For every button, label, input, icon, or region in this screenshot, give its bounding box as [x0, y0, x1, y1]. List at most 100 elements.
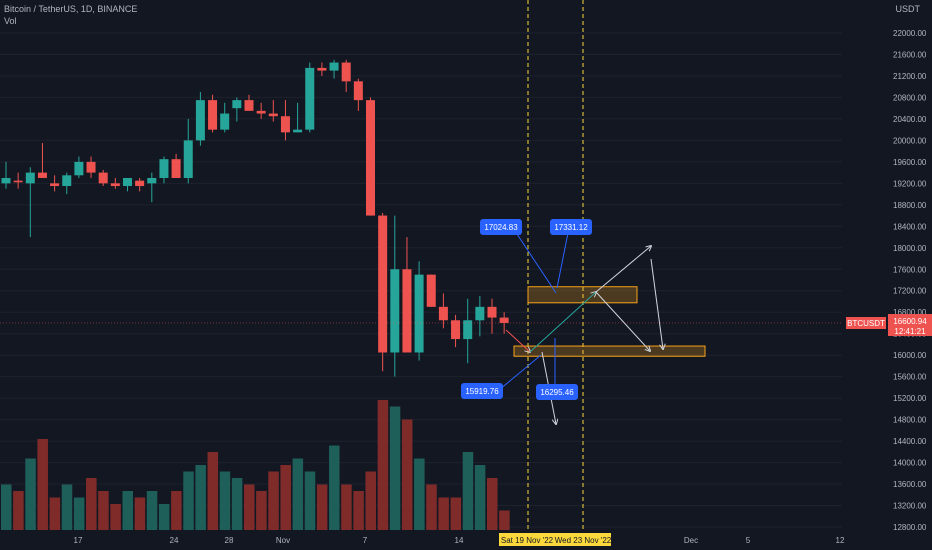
volume-bar — [438, 497, 449, 530]
y-tick-label: 15200.00 — [893, 394, 927, 403]
price-tag-text: 16600.94 — [893, 317, 927, 326]
volume-bar — [341, 484, 352, 530]
volume-bar — [13, 491, 24, 530]
candle-body — [378, 215, 388, 353]
currency-unit: USDT — [895, 4, 921, 14]
x-tick-label: 14 — [455, 536, 464, 545]
y-tick-label: 17200.00 — [893, 287, 927, 296]
candle-body — [402, 269, 412, 353]
x-tick-label: 12 — [836, 536, 845, 545]
x-tick-label: 7 — [363, 536, 368, 545]
candle-body — [98, 172, 108, 184]
candle-body — [317, 67, 327, 71]
candle-body — [25, 172, 35, 184]
volume-bar — [171, 491, 182, 530]
volume-bar — [73, 497, 85, 530]
candle-body — [451, 320, 461, 340]
candle-body — [256, 110, 266, 114]
x-tick-label: 28 — [225, 536, 234, 545]
candle-body — [366, 100, 375, 216]
price-annotation-text: 17024.83 — [484, 223, 518, 232]
candle-body — [220, 113, 230, 130]
price-annotation-text: 16295.46 — [540, 388, 574, 397]
y-tick-label: 13200.00 — [893, 502, 927, 511]
price-annotation-text: 17331.12 — [554, 223, 588, 232]
y-tick-label: 20000.00 — [893, 136, 927, 145]
candle-body — [499, 317, 509, 323]
date-tag — [499, 533, 555, 546]
volume-bar — [487, 478, 498, 530]
x-tick-label: 24 — [170, 536, 179, 545]
y-tick-label: 21600.00 — [893, 50, 927, 59]
volume-label: Vol — [4, 16, 17, 26]
volume-bar — [98, 491, 109, 530]
volume-bar — [49, 497, 61, 530]
y-tick-label: 18400.00 — [893, 222, 927, 231]
volume-bar — [61, 484, 73, 530]
y-tick-label: 20800.00 — [893, 93, 927, 102]
volume-bar — [450, 497, 462, 530]
candle-body — [74, 161, 84, 176]
callout-leader — [498, 354, 542, 391]
volume-bar — [389, 406, 401, 530]
volume-bar — [329, 445, 340, 530]
x-tick-label: Sat 19 Nov '22 — [501, 536, 554, 545]
volume-bar — [292, 458, 304, 530]
candle-body — [426, 274, 436, 307]
x-tick-label: Nov — [276, 536, 290, 545]
candle-body — [341, 62, 351, 82]
price-annotation-box — [480, 219, 522, 235]
y-tick-label: 19200.00 — [893, 179, 927, 188]
chart-title: Bitcoin / TetherUS, 1D, BINANCE — [4, 4, 138, 14]
y-tick-label: 12800.00 — [893, 523, 927, 532]
x-tick-label: 5 — [746, 536, 751, 545]
candle-body — [244, 100, 254, 111]
candle-body — [195, 100, 205, 141]
candle-body — [171, 159, 181, 178]
price-annotation-box — [536, 384, 578, 400]
y-tick-label: 17600.00 — [893, 265, 927, 274]
y-tick-label: 22000.00 — [893, 29, 927, 38]
projection-arrow — [529, 292, 596, 353]
callout-leader — [512, 227, 557, 294]
date-tag — [555, 533, 611, 546]
candle-body — [159, 159, 169, 178]
x-tick-label: 17 — [74, 536, 83, 545]
candle-body — [13, 180, 23, 183]
candle-body — [487, 306, 497, 318]
symbol-tag — [846, 317, 886, 329]
volume-bar — [462, 452, 474, 530]
candle-body — [50, 183, 60, 187]
volume-bar — [146, 491, 158, 530]
candle-body — [86, 161, 96, 173]
candle-body — [268, 113, 278, 117]
volume-bar — [122, 491, 133, 530]
volume-bar — [280, 465, 291, 530]
y-tick-label: 21200.00 — [893, 72, 927, 81]
y-tick-label: 14400.00 — [893, 437, 927, 446]
candle-body — [232, 100, 242, 109]
candle-body — [147, 177, 157, 184]
candle-body — [390, 269, 400, 353]
volume-bar — [207, 452, 219, 530]
resistance-zone — [527, 286, 638, 304]
y-tick-label: 15600.00 — [893, 373, 927, 382]
volume-bar — [37, 439, 48, 530]
volume-bar — [414, 458, 425, 530]
support-zone — [513, 345, 706, 357]
volume-bar — [316, 484, 328, 530]
volume-bar — [219, 471, 231, 530]
price-tag — [888, 314, 932, 336]
projection-arrow — [595, 291, 650, 351]
volume-bar — [195, 465, 206, 530]
candle-body — [123, 177, 132, 187]
y-tick-label: 13600.00 — [893, 480, 927, 489]
volume-bar — [231, 478, 243, 530]
projection-arrow — [650, 258, 663, 349]
price-annotation-text: 15919.76 — [465, 387, 499, 396]
volume-bar — [134, 497, 146, 530]
candle-body — [438, 306, 448, 321]
volume-bar — [256, 491, 267, 530]
volume-bar — [304, 471, 316, 530]
